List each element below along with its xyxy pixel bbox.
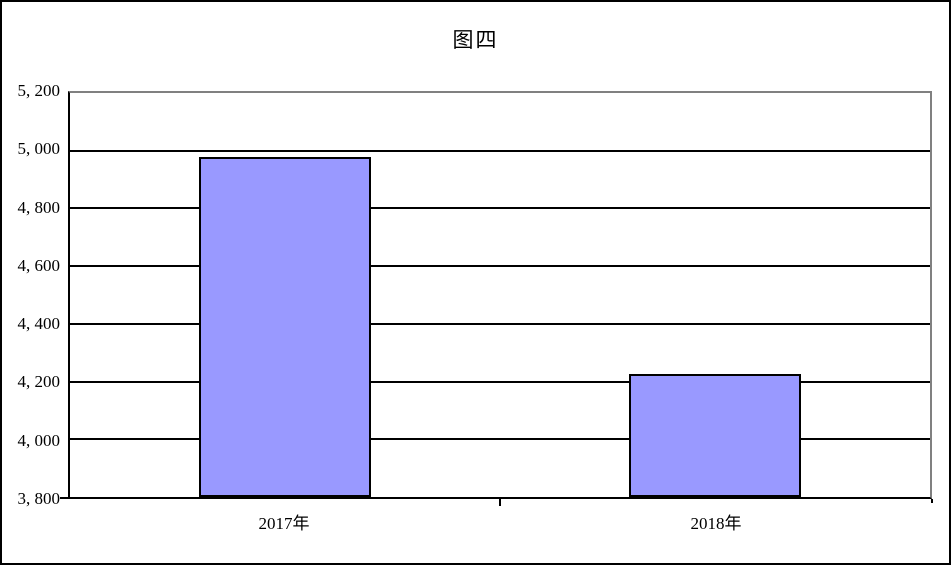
chart-title: 图四 <box>452 28 499 52</box>
gridline <box>70 265 930 268</box>
gridline <box>70 322 930 325</box>
gridline <box>70 207 930 210</box>
bar-2018年 <box>628 374 802 497</box>
bar-2017年 <box>198 156 372 497</box>
y-tick-label: 4, 000 <box>17 430 61 450</box>
plot-area <box>68 91 932 499</box>
y-tick-label: 5, 000 <box>17 139 61 159</box>
y-tick-label: 4, 600 <box>17 255 61 275</box>
x-axis-tick <box>931 499 933 503</box>
x-tick-label: 2017年 <box>258 514 310 533</box>
y-tick-label: 4, 200 <box>17 372 61 392</box>
y-tick-label: 4, 800 <box>17 197 61 217</box>
gridline <box>70 380 930 383</box>
y-tick-label: 4, 400 <box>17 314 61 334</box>
gridline <box>70 438 930 441</box>
y-tick-label: 3, 800 <box>17 489 61 508</box>
x-axis-tick <box>499 499 501 506</box>
x-tick-label: 2018年 <box>690 514 742 533</box>
gridline <box>70 149 930 152</box>
y-tick-label: 5, 200 <box>17 81 61 100</box>
x-axis-left-extension <box>60 497 70 499</box>
